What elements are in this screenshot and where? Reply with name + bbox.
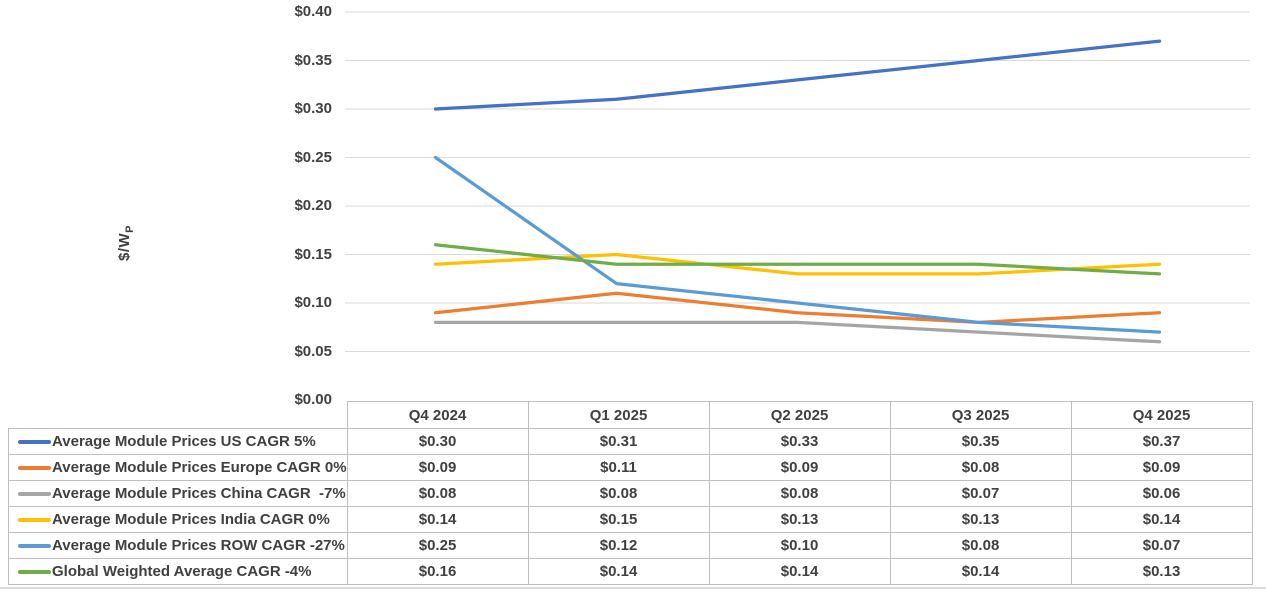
value-cell: $0.10 [708, 532, 891, 559]
y-axis-tick-label: $0.20 [294, 197, 332, 214]
legend-item: Average Module Prices Europe CAGR 0% [8, 454, 348, 481]
legend-swatch [18, 517, 51, 522]
line-chart-plot [345, 11, 1250, 352]
value-cell: $0.08 [889, 454, 1072, 481]
value-cell: $0.14 [1070, 506, 1253, 533]
column-header: Q4 2024 [346, 401, 529, 429]
series-line-5 [433, 243, 1162, 276]
column-header: Q4 2025 [1070, 401, 1253, 429]
legend-swatch [18, 543, 51, 548]
value-cell: $0.08 [346, 480, 529, 507]
value-cell: $0.31 [527, 428, 710, 455]
legend-item: Global Weighted Average CAGR -4% [8, 558, 348, 585]
series-label: Average Module Prices China CAGR -7% [52, 485, 346, 502]
value-cell: $0.08 [889, 532, 1072, 559]
legend-item: Average Module Prices ROW CAGR -27% [8, 532, 348, 559]
value-cell: $0.14 [527, 558, 710, 585]
series-label: Average Module Prices US CAGR 5% [52, 433, 316, 450]
y-axis-tick-label: $0.10 [294, 294, 332, 311]
series-line-4 [433, 155, 1162, 334]
y-axis-title: $/WP [116, 183, 136, 303]
data-table: Q4 2024 Q1 2025 Q2 2025 Q3 2025 Q4 2025 Aver… [8, 401, 1253, 585]
value-cell: $0.13 [1070, 558, 1253, 585]
legend-swatch [18, 465, 51, 470]
legend-swatch [18, 439, 51, 444]
series-label: Global Weighted Average CAGR -4% [52, 563, 312, 580]
y-axis-title-text: $/W [116, 232, 133, 262]
value-cell: $0.11 [527, 454, 710, 481]
value-cell: $0.33 [708, 428, 891, 455]
value-cell: $0.14 [708, 558, 891, 585]
y-axis-tick-label: $0.35 [294, 51, 332, 69]
legend-swatch [18, 491, 51, 496]
series-line-1 [433, 291, 1162, 325]
series-label: Average Module Prices India CAGR 0% [52, 511, 330, 528]
series-line-0 [433, 39, 1162, 111]
series-label: Average Module Prices Europe CAGR 0% [52, 459, 347, 476]
table-row: Average Module Prices India CAGR 0% $0.14… [8, 506, 1253, 533]
value-cell: $0.06 [1070, 480, 1253, 507]
legend-item: Average Module Prices US CAGR 5% [8, 428, 348, 455]
value-cell: $0.07 [1070, 532, 1253, 559]
table-row: Global Weighted Average CAGR -4% $0.16 $0.… [8, 558, 1253, 585]
value-cell: $0.12 [527, 532, 710, 559]
table-corner-spacer [9, 402, 348, 429]
series-label: Average Module Prices ROW CAGR -27% [52, 537, 345, 554]
table-row: Average Module Prices ROW CAGR -27% $0.25… [8, 532, 1253, 559]
y-axis-tick-label: $0.30 [294, 100, 332, 117]
value-cell: $0.09 [346, 454, 529, 481]
y-axis-tick-label: $0.15 [294, 245, 332, 263]
value-cell: $0.13 [708, 506, 891, 533]
series-line-2 [433, 320, 1162, 344]
table-header-row: Q4 2024 Q1 2025 Q2 2025 Q3 2025 Q4 2025 [9, 401, 1253, 429]
y-axis-tick-label: $0.25 [294, 148, 332, 166]
y-axis-tick-label: $0.05 [294, 342, 332, 360]
column-header: Q3 2025 [889, 401, 1072, 429]
value-cell: $0.09 [1070, 454, 1253, 481]
bottom-divider [0, 587, 1266, 589]
value-cell: $0.16 [346, 558, 529, 585]
legend-item: Average Module Prices India CAGR 0% [8, 506, 348, 533]
column-header: Q2 2025 [708, 401, 891, 429]
y-axis-tick-label: $0.00 [294, 391, 332, 408]
value-cell: $0.14 [889, 558, 1072, 585]
table-row: Average Module Prices China CAGR -7% $0.0… [8, 480, 1253, 507]
value-cell: $0.13 [889, 506, 1072, 533]
value-cell: $0.08 [527, 480, 710, 507]
y-axis-title-subscript: P [124, 225, 136, 233]
value-cell: $0.07 [889, 480, 1072, 507]
table-row: Average Module Prices Europe CAGR 0% $0.0… [8, 454, 1253, 481]
column-header: Q1 2025 [527, 401, 710, 429]
y-axis-tick-label: $0.40 [294, 3, 332, 20]
value-cell: $0.25 [346, 532, 529, 559]
value-cell: $0.37 [1070, 428, 1253, 455]
table-row: Average Module Prices US CAGR 5% $0.30 $0.… [8, 428, 1253, 455]
value-cell: $0.14 [346, 506, 529, 533]
value-cell: $0.08 [708, 480, 891, 507]
legend-item: Average Module Prices China CAGR -7% [8, 480, 348, 507]
legend-swatch [18, 569, 51, 574]
value-cell: $0.09 [708, 454, 891, 481]
value-cell: $0.15 [527, 506, 710, 533]
value-cell: $0.35 [889, 428, 1072, 455]
value-cell: $0.30 [346, 428, 529, 455]
